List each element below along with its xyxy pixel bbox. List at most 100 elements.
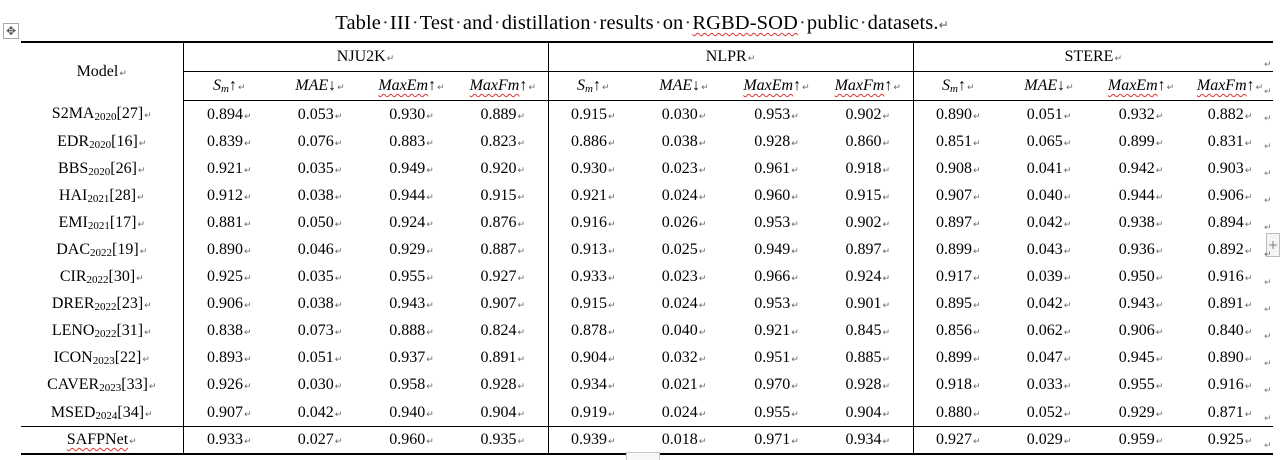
cell-value: 0.943 [1118,295,1155,313]
paragraph-mark-icon: ↵ [701,83,709,93]
paragraph-mark-icon: ↵ [138,138,147,149]
table-cell: 0.921↵ [547,182,638,210]
cell-value: 0.907 [206,403,243,421]
model-year: 2020 [88,165,111,178]
table-cell: 0.953↵ [730,209,823,236]
table-cell: 0.918↵ [823,155,913,182]
cell-value: 0.899 [935,241,972,259]
table-cell: 0.906↵ [183,291,275,318]
table-cell: 0.882↵ [1187,101,1273,129]
cell-value: 0.928 [480,376,517,394]
metric-name: S [942,77,951,94]
cell-value: 0.953 [754,105,791,123]
space-mark: · [859,12,867,34]
row-end-mark-icon: ↵ [1264,141,1272,152]
paragraph-mark-icon: ↵ [607,409,616,420]
cell-value: 0.904 [570,349,607,367]
paragraph-mark-icon: ↵ [129,437,137,448]
table-cell: 0.038↵ [275,182,365,209]
metric-label: MaxFm↑ [470,77,528,94]
paragraph-mark-icon: ↵ [1063,382,1072,393]
cell-value: 0.038 [297,295,334,313]
table-cell: 0.926↵ [183,372,275,399]
table-cell: 0.893↵ [183,345,275,372]
paragraph-mark-icon: ↵ [334,437,343,448]
cell-value: 0.043 [1026,241,1063,259]
table-cell: 0.042↵ [1003,209,1095,236]
table-cell: 0.838↵ [183,318,275,345]
caption-word: datasets. [867,12,939,34]
paragraph-mark-icon: ↵ [882,382,891,393]
paragraph-mark-icon: ↵ [426,437,434,448]
model-reference: [17] [109,213,137,231]
paragraph-mark-icon: ↵ [882,192,891,203]
cell-value: 0.915 [570,295,607,313]
table-cell: 0.934↵ [547,371,638,400]
table-cell: 0.897↵ [912,209,1004,237]
metric-header: MaxEm↑↵ [1095,71,1188,101]
paragraph-mark-icon: ↵ [517,355,526,366]
paragraph-mark-icon: ↵ [426,111,434,122]
metric-arrow-icon: ↑ [957,77,966,94]
table-cell: 0.894↵ [1187,209,1273,236]
table-cell: 0.025↵ [638,236,730,263]
metric-subscript: m [221,83,229,95]
paragraph-mark-icon: ↵ [698,409,707,420]
cell-value: 0.895 [935,295,972,313]
model-name-cell: SAFPNet↵ [21,426,184,456]
cell-value: 0.881 [206,213,243,231]
cell-value: 0.890 [206,241,243,259]
paragraph-mark-icon: ↵ [517,382,526,393]
cell-value: 0.903 [1207,159,1244,177]
metric-arrow-icon: ↑ [428,77,437,94]
table-cell: 0.936↵ [1095,236,1187,263]
table-cell: 0.881↵ [183,209,275,236]
cell-value: 0.882 [1207,105,1244,123]
cell-value: 0.023 [661,159,698,177]
cell-value: 0.907 [480,295,517,313]
table-cell: 0.934↵ [823,426,914,456]
cell-value: 0.026 [661,213,698,231]
cell-value: 0.917 [935,268,972,286]
paragraph-mark-icon: ↵ [1063,328,1072,339]
metric-label: Sm↑ [213,77,237,95]
paragraph-mark-icon: ↵ [1155,328,1164,339]
cell-value: 0.970 [754,376,791,394]
paragraph-mark-icon: ↵ [334,355,343,366]
metric-name: MAE [659,77,693,94]
table-resize-tab[interactable] [626,452,660,460]
table-row: CAVER2023[33]↵ 0.926↵ 0.030↵ 0.958↵ 0.928↵ 0.… [21,371,1273,400]
cell-value: 0.076 [297,132,334,150]
table-move-handle-icon[interactable]: ✥ [3,23,19,39]
paragraph-mark-icon: ↵ [1063,409,1072,420]
table-cell: 0.027↵ [275,426,365,456]
paragraph-mark-icon: ↵ [437,83,445,93]
cell-value: 0.929 [389,241,426,259]
table-cell: 0.939↵ [547,426,638,456]
paragraph-mark-icon: ↵ [137,192,145,203]
metric-label: MaxEm↑ [743,77,801,94]
paragraph-mark-icon: ↵ [698,192,707,203]
caption-word: RGBD-SOD [692,12,798,34]
paragraph-mark-icon: ↵ [882,247,891,258]
paragraph-mark-icon: ↵ [426,165,434,176]
table-cell: 0.046↵ [275,236,365,263]
cell-value: 0.831 [1207,132,1244,150]
cell-value: 0.936 [1118,241,1155,259]
table-cell: 0.823↵ [458,128,548,155]
paragraph-mark-icon: ↵ [938,18,949,32]
paragraph-mark-icon: ↵ [243,247,252,258]
add-column-plus-icon[interactable]: + [1266,233,1280,257]
table-cell: 0.024↵ [638,399,730,427]
paragraph-mark-icon: ↵ [144,328,152,339]
paragraph-mark-icon: ↵ [528,83,536,93]
table-cell: 0.824↵ [458,318,548,345]
cell-value: 0.945 [1118,349,1155,367]
space-mark: · [411,12,419,34]
model-year: 2021 [87,219,110,232]
paragraph-mark-icon: ↵ [337,83,345,93]
row-end-mark-icon: ↵ [1264,250,1272,261]
model-year: 2023 [99,382,122,395]
cell-value: 0.932 [1118,105,1155,123]
paragraph-mark-icon: ↵ [698,165,707,176]
